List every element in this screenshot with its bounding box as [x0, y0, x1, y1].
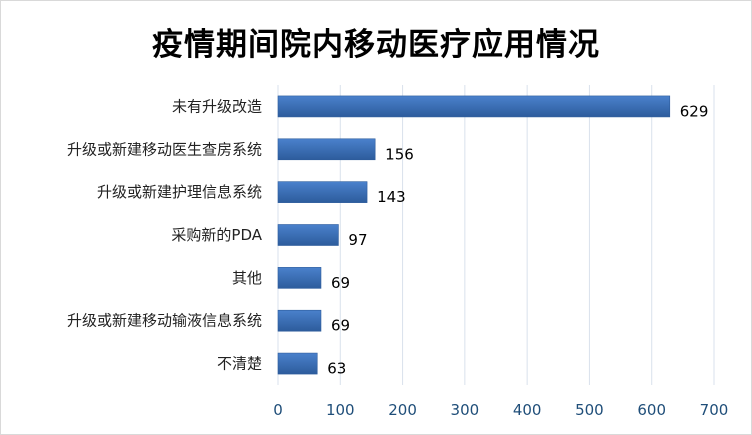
category-label: 未有升级改造 — [172, 97, 262, 115]
category-label: 采购新的PDA — [171, 226, 262, 244]
chart-title: 疫情期间院内移动医疗应用情况 — [152, 27, 600, 63]
gridlines — [277, 85, 715, 385]
category-label: 升级或新建移动医生查房系统 — [67, 140, 262, 158]
bar — [277, 95, 671, 118]
bar — [277, 267, 322, 289]
x-tick-label: 300 — [451, 401, 480, 419]
value-label: 629 — [680, 102, 709, 120]
value-label: 69 — [331, 317, 350, 335]
bar — [277, 138, 376, 161]
value-label: 143 — [377, 188, 406, 206]
category-label: 其他 — [232, 269, 262, 287]
bar — [277, 224, 339, 246]
category-label: 升级或新建移动输液信息系统 — [67, 312, 262, 330]
x-tick-label: 700 — [700, 401, 729, 419]
category-label: 升级或新建护理信息系统 — [97, 183, 262, 201]
x-tick-label: 500 — [575, 401, 604, 419]
value-label: 63 — [327, 360, 346, 378]
category-label: 不清楚 — [217, 355, 262, 373]
labels: 0 100 200 300 400 500 600 700 未有升级改造 629 升级或新建移动医生… — [67, 97, 728, 419]
bar — [277, 309, 322, 332]
x-tick-label: 0 — [273, 401, 283, 419]
x-tick-label: 400 — [513, 401, 542, 419]
value-label: 97 — [348, 231, 367, 249]
x-tick-label: 200 — [388, 401, 417, 419]
value-label: 156 — [385, 145, 414, 163]
bar — [277, 181, 368, 203]
bar — [277, 352, 318, 375]
value-label: 69 — [331, 274, 350, 292]
bars — [277, 95, 671, 375]
x-tick-label: 600 — [637, 401, 666, 419]
x-tick-label: 100 — [326, 401, 355, 419]
